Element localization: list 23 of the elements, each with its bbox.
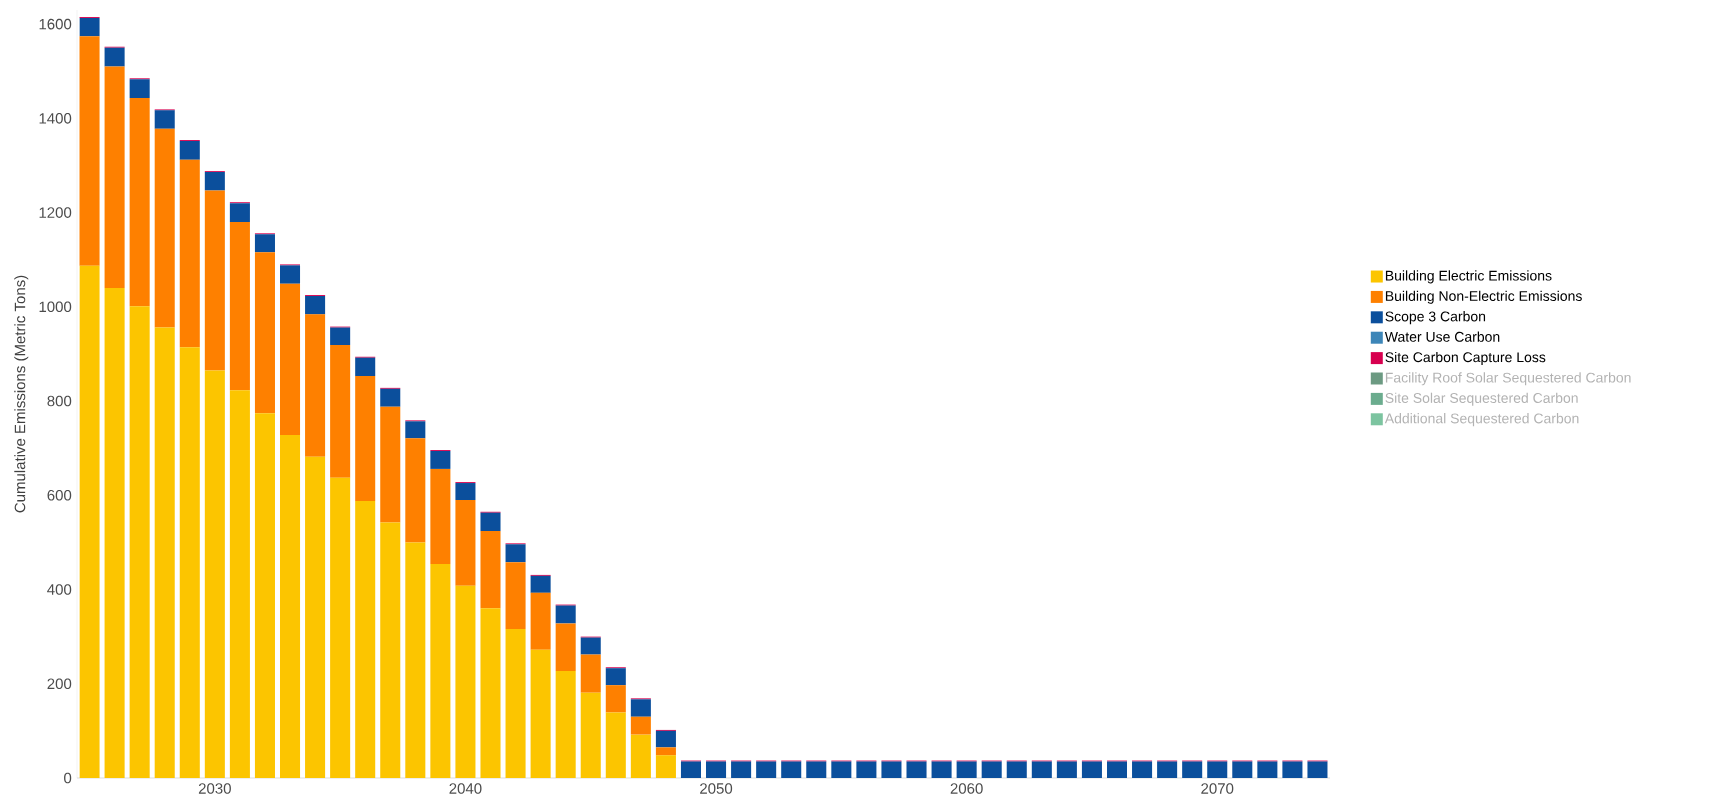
legend-label: Site Solar Sequestered Carbon (1385, 392, 1578, 406)
y-tick-label: 400 (47, 584, 72, 595)
y-tick-label: 1200 (39, 207, 72, 218)
legend-label: Site Carbon Capture Loss (1385, 351, 1546, 365)
y-tick-label: 0 (64, 772, 72, 784)
x-tick-label: 2030 (198, 783, 231, 794)
x-tick-label: 2060 (950, 783, 983, 794)
y-tick-label: 1000 (39, 301, 72, 313)
legend-label: Facility Roof Solar Sequestered Carbon (1385, 372, 1631, 386)
x-tick-label: 2040 (449, 783, 482, 794)
x-tick-label: 2050 (700, 783, 733, 794)
legend-label: Building Electric Emissions (1385, 270, 1552, 284)
y-tick-label: 600 (47, 489, 72, 501)
legend-label: Scope 3 Carbon (1385, 311, 1486, 325)
y-tick-label: 200 (47, 678, 72, 690)
legend-label: Water Use Carbon (1384, 331, 1500, 342)
y-tick-label: 800 (47, 395, 72, 407)
legend-label: Additional Sequestered Carbon (1384, 413, 1579, 427)
y-tick-label: 1600 (39, 18, 72, 30)
y-axis-title: Cumulative Emissions (Metric Tons) (14, 275, 29, 513)
legend-label: Building Non-Electric Emissions (1385, 290, 1582, 304)
y-tick-label: 1400 (39, 113, 72, 124)
x-tick-label: 2070 (1201, 783, 1234, 794)
